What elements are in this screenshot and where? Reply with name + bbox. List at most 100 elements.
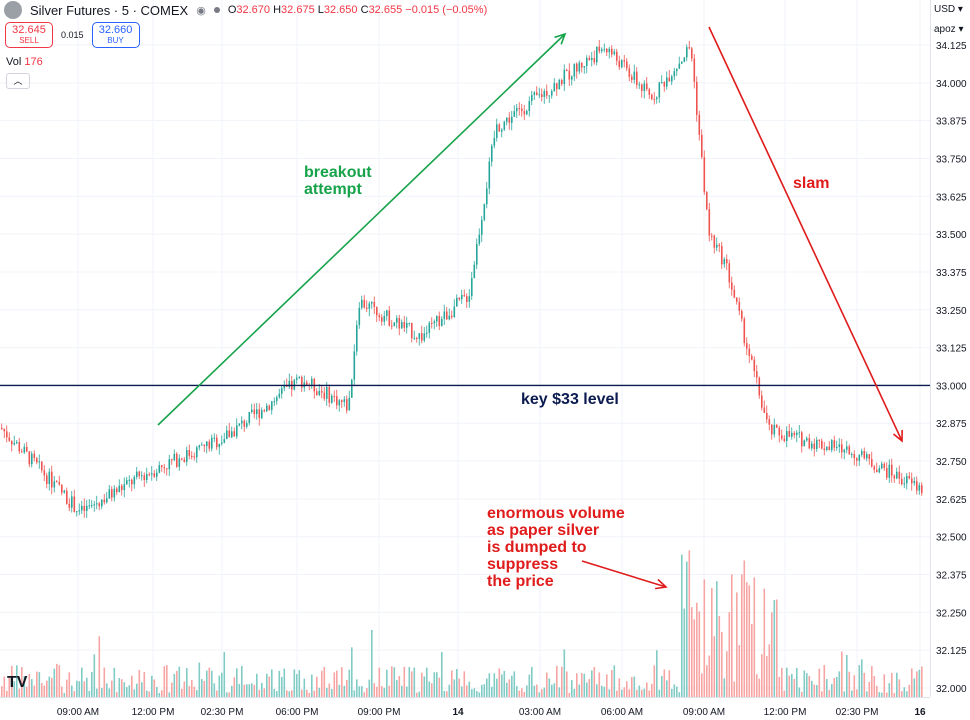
candle-body — [266, 405, 268, 412]
candle-body — [121, 485, 123, 491]
volume-bar — [591, 670, 593, 697]
tradingview-logo[interactable]: TV — [7, 674, 28, 691]
volume-bar — [363, 692, 366, 697]
volume-bar — [93, 654, 96, 697]
volume-bar — [348, 669, 351, 697]
candle-body — [668, 77, 671, 82]
candle-body — [491, 145, 493, 162]
volume-bar — [651, 683, 653, 697]
volume-bar — [88, 690, 91, 697]
buy-button[interactable]: 32.660 BUY — [91, 22, 140, 48]
volume-bar — [843, 691, 846, 697]
volume-bar — [381, 686, 383, 697]
volume-bar — [906, 691, 908, 697]
candle-body — [63, 490, 66, 493]
sell-label: SELL — [19, 36, 39, 45]
candle-body — [136, 471, 138, 477]
volume-bar — [753, 577, 756, 697]
sell-button[interactable]: 32.645 SELL — [5, 22, 53, 48]
volume-bar — [638, 685, 641, 697]
candle-body — [741, 310, 743, 319]
candle-body — [483, 204, 486, 220]
volume-bar — [836, 676, 838, 697]
candle-body — [836, 446, 838, 448]
x-tick-label: 02:30 PM — [836, 707, 879, 718]
volume-bar — [68, 672, 71, 697]
candle-body — [608, 48, 611, 53]
volume-bar — [321, 670, 323, 697]
candle-body — [578, 62, 581, 72]
volume-bar — [36, 671, 38, 697]
candle-body — [518, 108, 521, 110]
volume-bar — [508, 679, 511, 697]
volume-bar — [811, 680, 813, 697]
candle-body — [436, 315, 438, 322]
volume-bar — [183, 681, 186, 697]
candle-body — [208, 441, 211, 449]
candle-body — [386, 310, 388, 316]
volume-bar — [621, 689, 623, 697]
eye-icon[interactable]: ◉ — [196, 4, 206, 17]
volume-bar — [876, 685, 878, 697]
volume-bar — [483, 684, 486, 697]
volume-bar — [808, 675, 811, 697]
breakout-arrow-head — [554, 32, 567, 45]
candle-body — [243, 420, 246, 427]
volume-bar — [431, 683, 433, 697]
candle-body — [426, 332, 428, 334]
volume-bar — [771, 612, 773, 697]
candle-body — [756, 371, 758, 378]
volume-bar — [78, 681, 81, 697]
volume-bar — [136, 683, 138, 697]
volume-bar — [763, 588, 766, 697]
x-tick-label: 16 — [914, 707, 926, 718]
candle-body — [123, 484, 126, 491]
volume-bar — [241, 665, 243, 697]
candle-body — [766, 412, 768, 420]
candle-body — [143, 475, 146, 480]
volume-bar — [61, 686, 63, 697]
volume-bar — [873, 676, 876, 697]
candle-body — [438, 315, 441, 327]
currency-selector[interactable]: USD ▾ — [934, 4, 963, 15]
candle-body — [156, 472, 158, 477]
volume-bar — [298, 670, 301, 697]
candle-body — [643, 83, 646, 91]
candle-body — [538, 94, 541, 96]
y-tick-label: 33.000 — [936, 381, 967, 392]
volume-bar — [133, 689, 136, 697]
candle-body — [241, 420, 243, 424]
candle-body — [703, 157, 706, 193]
volume-bar — [413, 667, 416, 697]
symbol-header: Silver Futures · 5 · COMEX ◉ O32.670 H32… — [0, 0, 487, 20]
volume-bar — [243, 684, 246, 697]
volume-bar — [91, 671, 93, 697]
volume-bar — [661, 675, 663, 697]
candle-body — [191, 455, 193, 457]
candle-body — [51, 471, 53, 488]
candle-body — [48, 471, 51, 484]
candle-body — [651, 94, 653, 100]
symbol-title[interactable]: Silver Futures · 5 · COMEX — [30, 2, 189, 18]
candle-body — [341, 400, 343, 403]
candle-body — [783, 438, 786, 442]
candle-body — [321, 390, 323, 393]
candle-body — [401, 322, 403, 329]
scale-selector[interactable]: apoz ▾ — [934, 24, 964, 35]
candle-body — [523, 111, 526, 115]
candle-body — [181, 458, 183, 460]
candle-body — [146, 474, 148, 480]
volume-bar — [271, 669, 273, 697]
collapse-legend-button[interactable]: ︿ — [6, 73, 30, 89]
volume-bar — [131, 675, 133, 697]
candle-body — [373, 302, 376, 308]
candle-body — [431, 322, 433, 324]
candle-body — [716, 244, 718, 248]
volume-bar — [603, 686, 606, 697]
candle-body — [238, 423, 241, 426]
volume-bar — [411, 671, 413, 697]
volume-bar — [53, 668, 56, 697]
volume-bar — [893, 692, 896, 697]
candle-body — [623, 60, 626, 62]
